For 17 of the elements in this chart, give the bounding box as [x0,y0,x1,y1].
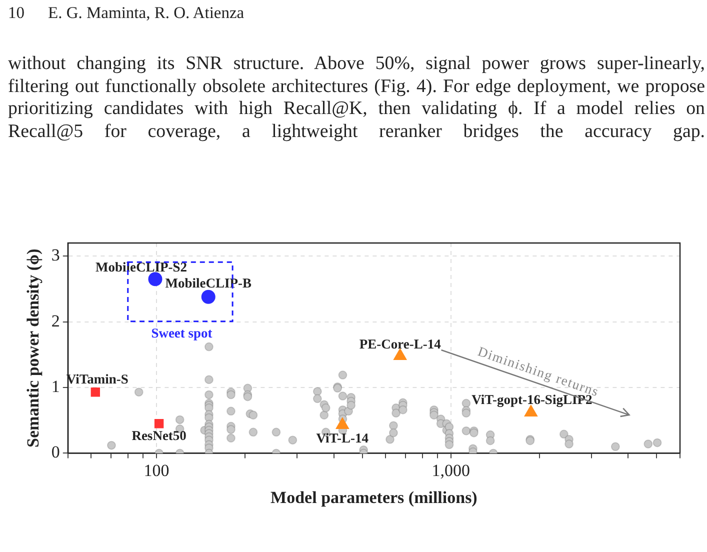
series-label: MobileCLIP-S2 [95,260,188,275]
y-tick-label: 3 [51,246,60,265]
y-tick-label: 0 [51,442,60,462]
annotation: Sweet spot [151,325,213,340]
series-label: ResNet50 [132,428,187,444]
series-label: ViT-L-14 [316,430,369,446]
x-tick-label: 1,000 [432,460,470,480]
series-label: PE-Core-L-14 [359,336,442,352]
y-axis-title: Semantic power density (ϕ) [24,248,43,448]
text: E. G. Maminta, R. O. Atienza [48,3,244,23]
y-tick-label: 1 [51,376,60,396]
x-axis-title: Model parameters (millions) [270,488,478,508]
text: without changing its SNR structure. Above 50%, signal power grows super-linearly, filtering out functionally obsolete architectures (Fig. 4). For edge deployment, we propose prioritizing candidates with high Recall@K, then validating ϕ. If a model relies on Recall@5 for coverage, a lightweight reranker bridges the accuracy gap. [8,53,705,143]
text: 10 [8,3,24,23]
series-label: MobileCLIP-B [165,275,252,290]
x-tick-label: 100 [144,460,170,480]
y-tick-label: 2 [51,311,60,330]
